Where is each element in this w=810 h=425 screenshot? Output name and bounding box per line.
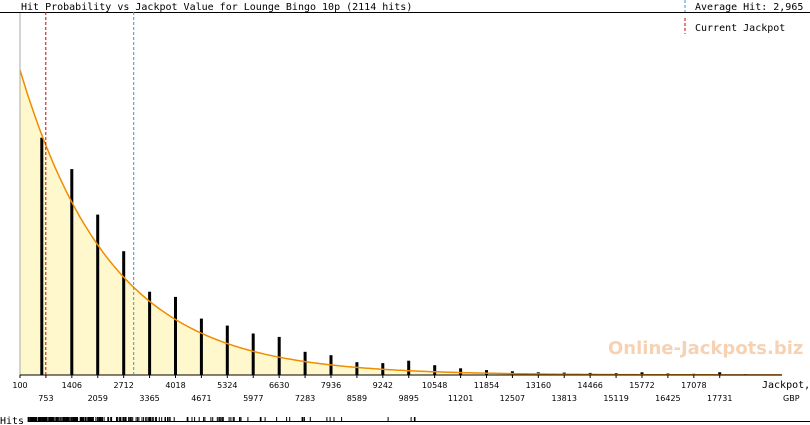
x-tick-label: 9242 [373, 381, 393, 390]
hit-bar [303, 351, 307, 375]
x-tick-label: 13160 [526, 381, 551, 390]
watermark: Online-Jackpots.biz [608, 338, 803, 359]
x-tick-label: 12507 [500, 394, 525, 403]
legend-average-label: Average Hit: 2,965 [695, 2, 803, 13]
x-tick-label: 100 [12, 381, 27, 390]
hit-bar [225, 325, 229, 375]
x-tick-label: 2059 [88, 394, 108, 403]
hit-bar [122, 251, 126, 375]
x-tick-label: 6630 [269, 381, 289, 390]
area-fill [20, 70, 782, 375]
x-tick-label: 7936 [321, 381, 341, 390]
x-tick-label: 15119 [603, 394, 628, 403]
x-tick-label: 2712 [113, 381, 133, 390]
hit-bar [70, 169, 74, 375]
x-tick-label: 5324 [217, 381, 237, 390]
x-tick-label: 3365 [139, 394, 159, 403]
hit-bar [355, 362, 359, 375]
x-tick-label: 8589 [347, 394, 367, 403]
x-tick-label: 17731 [707, 394, 732, 403]
x-tick-label: 15772 [629, 381, 654, 390]
hit-bar [251, 333, 255, 375]
hit-bar [148, 291, 152, 375]
legend-current-label: Current Jackpot [695, 23, 785, 34]
hit-bar [407, 360, 411, 375]
x-tick-label: 7283 [295, 394, 315, 403]
x-tick-label: 11854 [474, 381, 499, 390]
chart-title: Hit Probability vs Jackpot Value for Lou… [21, 2, 412, 13]
hit-bar [433, 365, 437, 375]
x-tick-label: 4018 [165, 381, 185, 390]
hit-bar [640, 372, 644, 375]
x-tick-label: 9895 [399, 394, 419, 403]
hit-bar [277, 336, 281, 375]
hit-bar [40, 137, 44, 375]
x-tick-label: 1406 [62, 381, 82, 390]
x-tick-label: 5977 [243, 394, 263, 403]
x-tick-label: 11201 [448, 394, 473, 403]
hit-bar [174, 296, 177, 375]
hit-bar [96, 214, 100, 375]
rug-label: Hits [0, 416, 24, 425]
x-tick-label: 14466 [577, 381, 602, 390]
x-tick-label: 13813 [552, 394, 577, 403]
x-tick-label: 10548 [422, 381, 447, 390]
x-tick-label: 17078 [681, 381, 706, 390]
x-tick-label: 4671 [191, 394, 211, 403]
x-axis-unit: GBP [783, 394, 800, 403]
hit-bar [459, 368, 463, 375]
hit-bar [718, 372, 722, 375]
hit-bar [199, 318, 203, 375]
x-tick-label: 753 [38, 394, 53, 403]
x-tick-label: 16425 [655, 394, 680, 403]
x-axis-label: Jackpot, [762, 380, 810, 391]
